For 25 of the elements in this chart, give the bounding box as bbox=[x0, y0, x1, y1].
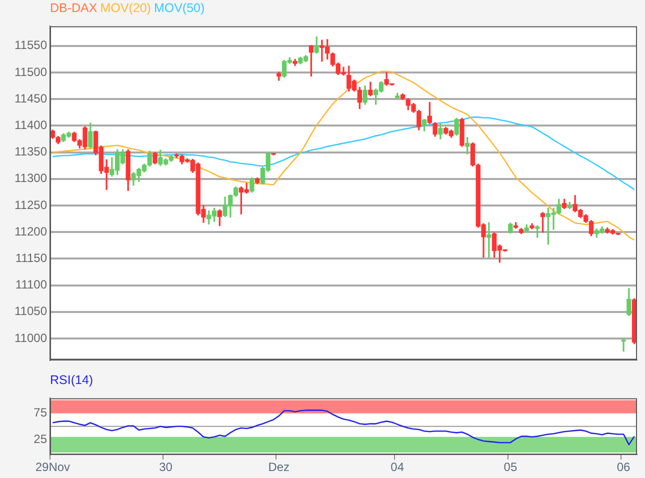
chart-title: DB-DAX bbox=[50, 0, 98, 16]
y-tick-label: 11250 bbox=[14, 198, 48, 212]
y-tick-label: 11200 bbox=[14, 224, 48, 238]
y-tick-label: 25 bbox=[34, 432, 48, 446]
candlestick bbox=[621, 338, 626, 352]
y-tick-label: 11500 bbox=[14, 64, 48, 79]
chart-title: RSI(14) bbox=[50, 372, 94, 388]
y-tick-label: 11300 bbox=[14, 171, 48, 186]
y-tick-label: 11450 bbox=[14, 91, 48, 106]
y-tick-label: 11350 bbox=[14, 144, 48, 159]
y-tick-label: 75 bbox=[34, 406, 48, 420]
x-tick-label: 06 bbox=[616, 460, 631, 474]
y-tick-label: 11150 bbox=[15, 251, 48, 266]
y-tick-label: 11000 bbox=[14, 330, 48, 345]
x-tick-label: 05 bbox=[504, 460, 518, 474]
y-tick-label: 11550 bbox=[14, 38, 48, 52]
y-tick-label: 11100 bbox=[15, 278, 48, 292]
y-tick-label: 11050 bbox=[14, 304, 48, 318]
x-tick-label: 04 bbox=[390, 460, 404, 474]
y-tick-label: 11400 bbox=[14, 118, 48, 132]
x-tick-label: 30 bbox=[159, 460, 173, 474]
text: MOV(50) bbox=[154, 0, 205, 16]
x-tick-label: Dez bbox=[268, 460, 290, 474]
text: MOV(20) bbox=[100, 0, 151, 16]
x-tick-label: 29Nov bbox=[35, 460, 70, 474]
